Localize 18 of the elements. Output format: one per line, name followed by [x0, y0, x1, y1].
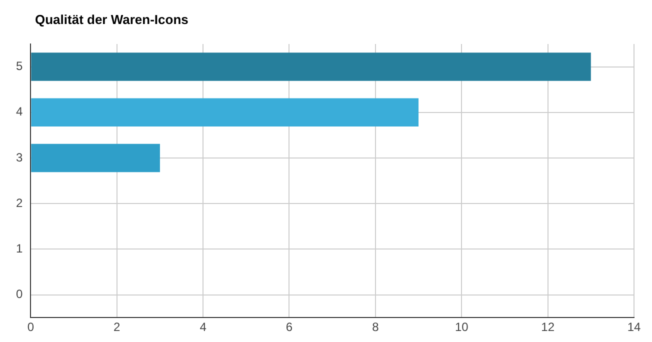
- y-tick-label: 1: [16, 242, 23, 256]
- y-tick-label: 0: [16, 287, 23, 302]
- bar: [31, 98, 419, 127]
- y-tick-label: 3: [16, 150, 23, 164]
- bar: [31, 144, 160, 172]
- x-tick-label: 6: [286, 320, 293, 334]
- y-tick-label: 4: [16, 104, 23, 119]
- chart-title: Qualität der Waren-Icons: [35, 12, 188, 27]
- y-tick-label: 2: [16, 196, 23, 210]
- x-tick-label: 14: [627, 320, 641, 334]
- x-tick-label: 12: [541, 320, 555, 334]
- x-tick-label: 4: [200, 320, 207, 334]
- x-tick-label: 10: [454, 320, 469, 334]
- y-tick-label: 5: [16, 59, 23, 74]
- x-tick-label: 0: [27, 320, 34, 334]
- x-tick-label: 8: [372, 320, 380, 334]
- x-tick-label: 2: [114, 320, 121, 334]
- bar: [31, 52, 591, 81]
